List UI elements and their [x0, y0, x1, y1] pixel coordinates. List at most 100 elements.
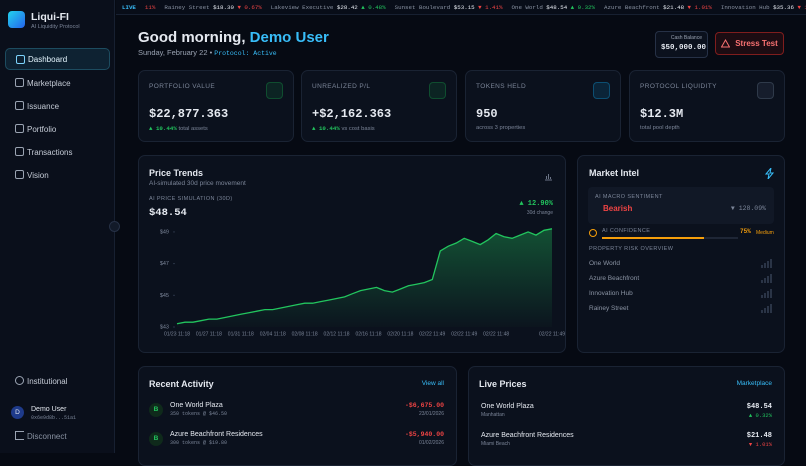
risk-item: Azure Beachfront	[589, 275, 640, 282]
ticker-change: 11%	[144, 3, 156, 11]
recent-activity-card: Recent Activity View all B One World Plaz…	[138, 366, 457, 466]
cash-balance: Cash Balance $50,000.00	[655, 31, 708, 58]
nav-item[interactable]: Dashboard	[5, 48, 110, 70]
ticker-price: $35.36	[773, 3, 794, 11]
stat-note: vs cost basis	[341, 126, 375, 132]
x-tick-label: 02/22 11:49	[451, 331, 477, 337]
ticker-change: ▼ 0.67%	[237, 3, 262, 11]
ticker-name: One World	[511, 3, 543, 11]
nav-icon	[15, 170, 24, 179]
collapse-button[interactable]	[109, 221, 120, 232]
ticker-name: Lakeview Executive	[270, 3, 334, 11]
activity-amount: -$6,675.00	[404, 402, 444, 409]
marketplace-link[interactable]: Marketplace	[736, 380, 772, 387]
y-tick-label: $47	[160, 261, 169, 267]
risk-icon-bar	[764, 293, 766, 298]
line	[176, 228, 553, 325]
page: Liqui-FI Dashboard {"brand":{"name":"Liq…	[5, 0, 806, 466]
sentiment-label: AI MACRO SENTIMENT	[595, 194, 663, 200]
risk-icon	[761, 303, 773, 313]
ticker-item: Sunset Boulevard $53.15 ▼ 1.41%	[395, 4, 503, 11]
activity-date: 23/01/2026	[418, 411, 444, 417]
sentiment-change: ▼ 128.09%	[730, 205, 766, 212]
chart-icon[interactable]	[544, 172, 553, 181]
chart-subtitle: AI-simulated 30d price movement	[149, 180, 246, 187]
nav-icon	[15, 124, 24, 133]
price-name: One World Plaza	[481, 403, 534, 410]
price-change: ▲ 0.32%	[748, 412, 772, 419]
risk-icon-bar	[770, 304, 772, 313]
nav-item[interactable]: Transactions	[5, 141, 110, 163]
stat-card: PROTOCOL LIQUIDITY $12.3M total pool depth	[629, 70, 785, 142]
nav-icon	[15, 101, 24, 110]
view-all-link[interactable]: View all	[421, 380, 444, 387]
x-tick-label: 02/08 11:18	[292, 331, 318, 337]
live-prices-title: Live Prices	[479, 379, 527, 389]
ticker-name: Innovation Hub	[720, 3, 770, 11]
ticker-item: One World $48.54 ▲ 0.32%	[512, 4, 596, 11]
activity-amount: -$5,940.00	[404, 431, 444, 438]
y-tick-label: $45	[160, 293, 169, 299]
stat-note: total pool depth	[640, 125, 680, 131]
risk-icon-bar	[761, 280, 763, 283]
nav-item[interactable]: Vision	[5, 164, 110, 186]
ticker-change: ▲ 0.48%	[361, 3, 386, 11]
risk-title: PROPERTY RISK OVERVIEW	[589, 246, 674, 252]
ticker-change: ▼ 1.01%	[687, 3, 712, 11]
date: Sunday, February 22 •	[138, 48, 213, 57]
x-tick-label: 02/04 11:18	[260, 331, 286, 337]
risk-icon-bar	[770, 274, 772, 283]
stat-label: TOKENS HELD	[476, 83, 527, 90]
stat-icon	[429, 82, 446, 99]
disconnect[interactable]: Disconnect	[5, 425, 110, 447]
stat-card: UNREALIZED P/L +$2,162.363 ▲ 10.44% vs cos…	[301, 70, 457, 142]
sentiment-box: AI MACRO SENTIMENT Bearish ▼ 128.09%	[588, 187, 774, 224]
stat-change: ▲ 10.44%	[312, 125, 340, 132]
stat-change: ▲ 10.44%	[149, 125, 177, 132]
x-tick-label: 02/20 11:18	[387, 331, 413, 337]
activity-name: Azure Beachfront Residences	[170, 431, 263, 438]
logo[interactable]	[8, 11, 25, 28]
stress-test-button[interactable]: Stress Test	[715, 32, 784, 55]
risk-item: Innovation Hub	[589, 290, 633, 297]
nav-item[interactable]: Issuance	[5, 95, 110, 117]
nav-icon	[15, 78, 24, 87]
user-name: Demo User	[31, 406, 67, 413]
nav-item[interactable]: Portfolio	[5, 118, 110, 140]
price-location: Manhattan	[481, 412, 505, 418]
greeting: Good morning, Demo User	[138, 29, 329, 46]
stat-value: +$2,162.363	[312, 107, 392, 121]
nav-item[interactable]: Institutional	[5, 370, 110, 392]
stat-card: PORTFOLIO VALUE $22,877.363 ▲ 10.44% total…	[138, 70, 294, 142]
ticker-change: ▼ 1.41%	[478, 3, 503, 11]
confidence-value: 75%	[740, 228, 751, 235]
stat-value: $22,877.363	[149, 107, 229, 121]
activity-detail: 350 tokens @ $46.50	[170, 411, 228, 417]
nav-item[interactable]: Marketplace	[5, 72, 110, 94]
ticker: LIVE 11% Rainey Street $18.30 ▼ 0.67% Lake…	[116, 0, 806, 15]
risk-icon-bar	[770, 259, 772, 268]
activity-date: 01/02/2026	[418, 440, 444, 446]
activity-badge: B	[149, 432, 163, 446]
brand-name: Liqui-FI	[31, 11, 69, 23]
stat-footer: across 3 properties	[476, 125, 525, 131]
risk-icon-bar	[761, 310, 763, 313]
risk-icon-bar	[764, 263, 766, 268]
risk-icon-bar	[767, 276, 769, 283]
ticker-item: Lakeview Executive $28.42 ▲ 0.48%	[271, 4, 386, 11]
nav-label: Institutional	[27, 376, 68, 386]
avatar: D	[11, 406, 24, 419]
nav-label: Vision	[27, 170, 49, 180]
ticker-change: ▼ 1.1	[797, 3, 806, 11]
risk-icon-bar	[764, 278, 766, 283]
chart-change: ▲ 12.90%	[519, 200, 553, 208]
price-location: Miami Beach	[481, 441, 510, 447]
protocol-status: Protocol: Active	[214, 50, 277, 57]
risk-item: Rainey Street	[589, 305, 629, 312]
cash-label: Cash Balance	[670, 35, 702, 41]
stat-icon	[593, 82, 610, 99]
price-chart: $43 $45 $47 $49 01/23 11:18 01/27 11:18 01/31 …	[160, 228, 565, 337]
x-tick-label: 02/22 11:49	[419, 331, 445, 337]
confidence-label: AI CONFIDENCE	[602, 228, 651, 234]
activity-name: One World Plaza	[170, 402, 223, 409]
